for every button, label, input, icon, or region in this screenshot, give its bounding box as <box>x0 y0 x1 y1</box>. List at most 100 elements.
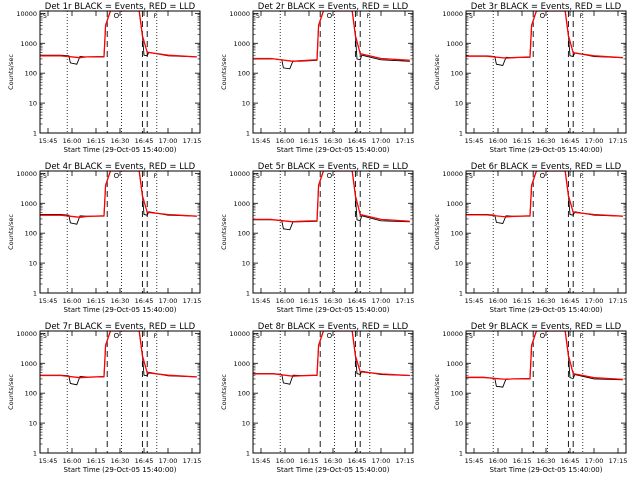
corner-marker: S <box>43 173 47 180</box>
x-tick-label: 16:15 <box>513 457 532 465</box>
panel-title: Det 7r BLACK = Events, RED = LLD <box>45 322 196 332</box>
plot-frame <box>252 10 414 134</box>
y-tick-label: 1000 <box>446 360 463 368</box>
x-tick-label: 15:45 <box>465 457 484 465</box>
y-tick-label: 1000 <box>20 200 37 208</box>
x-tick-label: 16:15 <box>513 137 532 145</box>
plot-frame <box>39 170 201 294</box>
y-tick-label: 1 <box>33 290 37 298</box>
y-tick-label: 100 <box>25 230 37 238</box>
y-tick-label: 1 <box>459 290 463 298</box>
y-tick-label: 1 <box>459 450 463 458</box>
x-axis-label: Start Time (29-Oct-05 15:40:00) <box>277 466 390 474</box>
y-axis-label: Counts/sec <box>220 54 228 90</box>
corner-marker: S <box>469 173 473 180</box>
x-tick-label: 15:45 <box>252 137 271 145</box>
x-tick-label: 15:45 <box>39 137 58 145</box>
peak-marker: O <box>327 172 333 180</box>
y-tick-label: 1 <box>33 130 37 138</box>
x-tick-label: 16:45 <box>348 137 367 145</box>
x-tick-label: 17:00 <box>159 297 178 305</box>
y-axis-label: Counts/sec <box>7 54 15 90</box>
y-tick-label: 10000 <box>16 170 37 178</box>
panel-title: Det 5r BLACK = Events, RED = LLD <box>258 162 409 172</box>
x-tick-label: 17:00 <box>372 457 391 465</box>
plot-frame <box>252 330 414 454</box>
peak-marker: O <box>540 172 546 180</box>
y-tick-label: 1000 <box>233 200 250 208</box>
x-tick-label: 16:15 <box>87 457 106 465</box>
x-tick-label: 17:15 <box>396 297 415 305</box>
plot-frame <box>39 10 201 134</box>
x-tick-label: 15:45 <box>39 297 58 305</box>
x-tick-label: 16:45 <box>348 297 367 305</box>
panel-title: Det 1r BLACK = Events, RED = LLD <box>45 2 196 12</box>
x-tick-label: 16:45 <box>135 137 154 145</box>
x-tick-label: 16:30 <box>324 297 343 305</box>
x-tick-label: 16:00 <box>276 297 295 305</box>
x-axis-label: Start Time (29-Oct-05 15:40:00) <box>490 466 603 474</box>
panel-9: Det 9r BLACK = Events, RED = LLD Counts/s… <box>433 322 627 474</box>
panel-title: Det 3r BLACK = Events, RED = LLD <box>471 2 622 12</box>
lld-line <box>466 331 623 381</box>
flag-marker: F <box>580 333 584 340</box>
flag-marker: F <box>580 173 584 180</box>
x-tick-label: 16:30 <box>324 457 343 465</box>
x-tick-label: 17:15 <box>609 137 628 145</box>
x-tick-label: 16:30 <box>111 137 130 145</box>
x-tick-label: 16:00 <box>63 137 82 145</box>
corner-marker: S <box>43 13 47 20</box>
lld-line <box>253 11 410 62</box>
y-tick-label: 10000 <box>16 10 37 18</box>
x-tick-label: 17:00 <box>159 137 178 145</box>
y-tick-label: 10 <box>455 100 463 108</box>
x-tick-label: 16:00 <box>276 457 295 465</box>
panel-6: Det 6r BLACK = Events, RED = LLD Counts/s… <box>433 162 627 314</box>
lld-line <box>253 331 410 377</box>
x-tick-label: 16:45 <box>135 297 154 305</box>
x-tick-label: 17:15 <box>183 137 202 145</box>
x-tick-label: 17:15 <box>396 137 415 145</box>
y-tick-label: 1 <box>33 450 37 458</box>
y-tick-label: 10 <box>242 420 250 428</box>
flag-marker: F <box>367 333 371 340</box>
y-tick-label: 100 <box>238 230 250 238</box>
y-tick-label: 10000 <box>229 10 250 18</box>
peak-marker: O <box>114 172 120 180</box>
x-tick-label: 17:15 <box>183 297 202 305</box>
panel-5: Det 5r BLACK = Events, RED = LLD Counts/s… <box>220 162 414 314</box>
x-tick-label: 17:00 <box>372 297 391 305</box>
x-tick-label: 16:45 <box>561 137 580 145</box>
plot-frame <box>39 330 201 454</box>
flag-marker: F <box>367 13 371 20</box>
x-tick-label: 16:45 <box>561 297 580 305</box>
x-tick-label: 16:45 <box>135 457 154 465</box>
y-tick-label: 1 <box>246 290 250 298</box>
x-tick-label: 17:00 <box>372 137 391 145</box>
lld-line <box>40 11 197 59</box>
x-tick-label: 16:15 <box>87 297 106 305</box>
panel-title: Det 4r BLACK = Events, RED = LLD <box>45 162 196 172</box>
y-axis-label: Counts/sec <box>433 374 441 410</box>
x-tick-label: 16:00 <box>63 297 82 305</box>
y-tick-label: 10 <box>29 100 37 108</box>
lld-line <box>40 331 197 379</box>
corner-marker: S <box>256 173 260 180</box>
peak-marker: O <box>540 332 546 340</box>
x-axis-label: Start Time (29-Oct-05 15:40:00) <box>64 306 177 314</box>
y-tick-label: 1 <box>246 450 250 458</box>
y-tick-label: 10000 <box>229 330 250 338</box>
lld-line <box>466 11 623 59</box>
x-tick-label: 16:15 <box>513 297 532 305</box>
flag-marker: F <box>580 13 584 20</box>
y-tick-label: 100 <box>451 230 463 238</box>
panel-1: Det 1r BLACK = Events, RED = LLD Counts/s… <box>7 2 201 154</box>
panel-title: Det 6r BLACK = Events, RED = LLD <box>471 162 622 172</box>
y-tick-label: 1000 <box>233 360 250 368</box>
lld-line <box>40 171 197 218</box>
y-tick-label: 10 <box>29 420 37 428</box>
corner-marker: S <box>43 333 47 340</box>
y-tick-label: 10000 <box>16 330 37 338</box>
y-axis-label: Counts/sec <box>7 374 15 410</box>
